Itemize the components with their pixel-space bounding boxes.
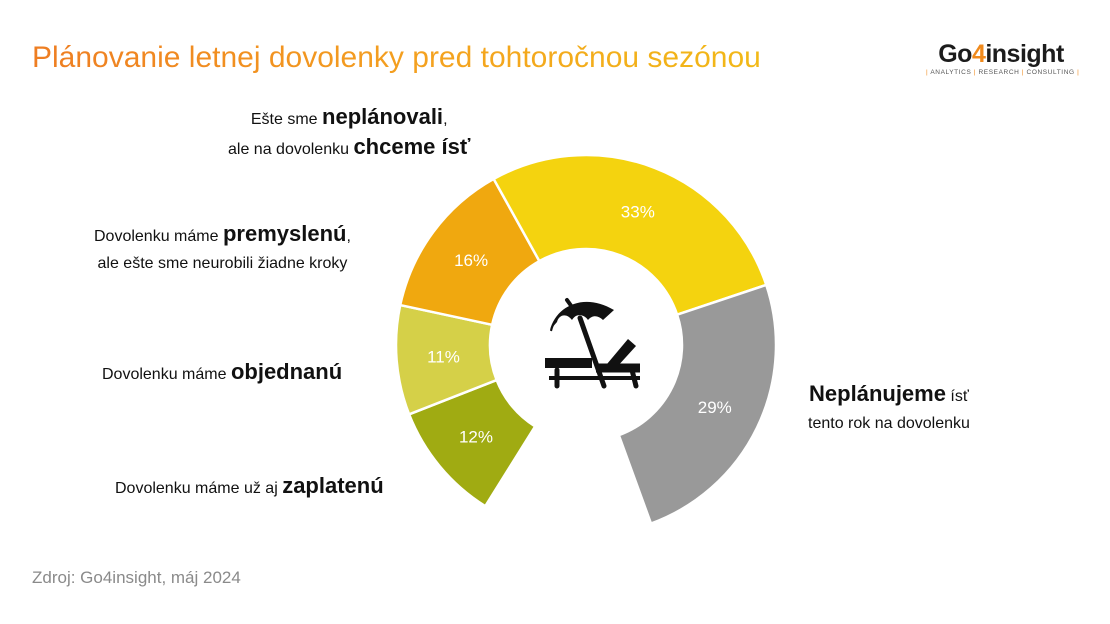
logo-tagline: | ANALYTICS | RESEARCH | CONSULTING | (926, 69, 1080, 76)
label-zaplatenu: Dovolenku máme už aj zaplatenú (115, 473, 384, 498)
source-note: Zdroj: Go4insight, máj 2024 (32, 568, 241, 587)
logo-wordmark: Go4insight (938, 40, 1064, 68)
donut-slice (491, 153, 768, 317)
beach-umbrella-sunbed-icon (545, 298, 640, 389)
label-premyslenu: Dovolenku máme premyslenú, ale ešte sme … (94, 221, 351, 272)
go4insight-logo: Go4insight | ANALYTICS | RESEARCH | CONS… (926, 40, 1080, 76)
slice-value-label: 33% (621, 203, 655, 222)
label-neplanujeme: Neplánujeme ísť tento rok na dovolenku (808, 381, 970, 432)
chart-title: Plánovanie letnej dovolenky pred tohtoro… (32, 38, 761, 78)
slice-value-label: 11% (427, 348, 460, 367)
slice-value-label: 16% (454, 251, 488, 270)
donut-slice (617, 283, 778, 526)
slice-value-label: 12% (459, 427, 493, 446)
label-chceme-ist: Ešte sme neplánovali, ale na dovolenku c… (228, 104, 471, 159)
label-objednanu: Dovolenku máme objednanú (102, 359, 343, 384)
slice-value-label: 29% (698, 398, 732, 417)
